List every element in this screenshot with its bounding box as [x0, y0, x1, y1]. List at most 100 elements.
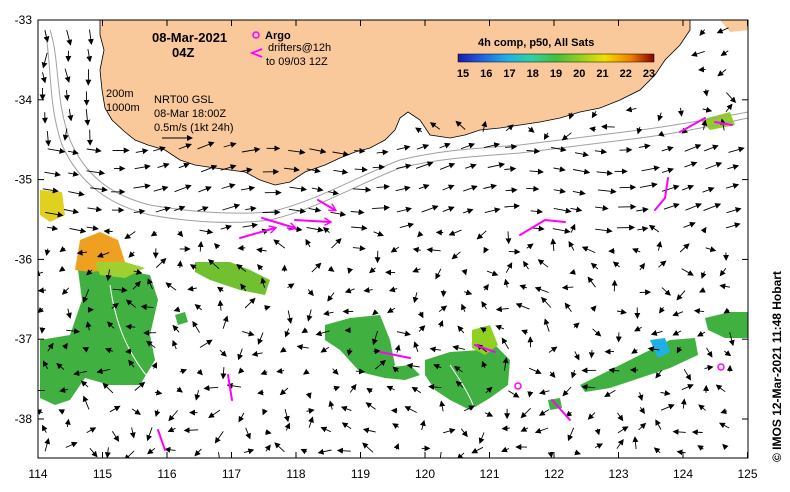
velocity-arrow — [597, 188, 617, 195]
velocity-arrow — [691, 50, 705, 57]
velocity-arrow — [553, 166, 566, 173]
velocity-arrow — [42, 187, 59, 194]
velocity-arrow — [429, 346, 441, 353]
contour-label-1000m: 1000m — [106, 102, 140, 114]
velocity-arrow — [528, 367, 542, 375]
velocity-arrow — [595, 205, 609, 211]
velocity-arrow — [415, 161, 434, 169]
velocity-arrow — [505, 262, 513, 273]
velocity-arrow — [471, 446, 484, 454]
velocity-arrow — [647, 346, 660, 353]
velocity-arrow — [672, 330, 682, 336]
velocity-arrow — [73, 370, 88, 376]
velocity-arrow — [214, 431, 224, 444]
velocity-arrow — [328, 400, 335, 410]
velocity-arrow — [461, 303, 467, 312]
velocity-arrow — [38, 306, 44, 314]
velocity-arrow — [256, 247, 267, 254]
argo-float-marker — [717, 363, 725, 371]
velocity-arrow — [658, 130, 665, 137]
velocity-arrow — [221, 183, 236, 189]
velocity-arrow — [482, 283, 489, 291]
velocity-arrow — [539, 389, 550, 395]
velocity-arrow — [306, 407, 315, 414]
velocity-arrow — [638, 422, 647, 431]
x-axis: 114 115 116 117 118 119 120 121 122 123 124 125 — [28, 20, 758, 481]
velocity-arrow — [520, 407, 532, 419]
velocity-arrow — [183, 427, 199, 434]
velocity-arrow — [706, 347, 713, 358]
sst-patch-centre — [425, 345, 510, 410]
velocity-arrow — [543, 318, 550, 332]
x-axis-tick-label: 118 — [286, 467, 305, 481]
velocity-arrow — [703, 203, 722, 212]
velocity-arrow — [698, 404, 706, 411]
velocity-arrow — [515, 303, 530, 310]
velocity-arrow — [86, 169, 106, 176]
velocity-arrow — [534, 427, 549, 434]
velocity-arrow — [192, 320, 200, 333]
velocity-arrow — [376, 149, 389, 156]
drifter-track — [714, 121, 733, 126]
velocity-arrow — [150, 230, 158, 237]
velocity-arrow — [300, 448, 308, 455]
velocity-arrow — [306, 309, 313, 322]
velocity-arrow — [155, 258, 167, 268]
velocity-arrow — [720, 408, 728, 414]
velocity-arrow — [581, 384, 595, 391]
velocity-arrow — [568, 112, 575, 120]
velocity-arrow — [439, 142, 451, 149]
velocity-arrow — [439, 400, 446, 412]
velocity-arrow — [154, 389, 163, 396]
velocity-arrow — [176, 386, 183, 393]
contour-label-200m: 200m — [106, 88, 134, 100]
velocity-arrow — [208, 409, 221, 419]
velocity-arrow — [439, 162, 456, 170]
argo-float-marker — [514, 382, 522, 390]
colorbar — [457, 53, 655, 63]
velocity-arrow — [223, 142, 237, 148]
velocity-arrow — [154, 409, 161, 417]
sst-patch-small-1 — [175, 312, 188, 325]
velocity-arrow — [287, 283, 295, 290]
velocity-arrow — [691, 429, 703, 436]
velocity-arrow — [416, 144, 430, 150]
velocity-arrow — [681, 184, 695, 191]
velocity-arrow — [396, 206, 412, 213]
velocity-arrow — [448, 229, 462, 236]
velocity-arrow — [457, 325, 465, 334]
velocity-arrow — [406, 362, 420, 369]
velocity-arrow — [634, 325, 642, 332]
velocity-arrow — [173, 306, 181, 313]
velocity-arrow — [483, 246, 490, 254]
velocity-arrow — [330, 210, 347, 217]
drifter-track — [317, 199, 335, 210]
velocity-arrow — [608, 367, 620, 374]
velocity-arrow — [372, 330, 379, 346]
velocity-arrow — [519, 284, 528, 291]
velocity-arrow — [396, 330, 411, 337]
velocity-arrow — [102, 382, 114, 394]
velocity-arrow — [679, 243, 690, 253]
velocity-arrow — [362, 442, 374, 453]
x-axis-tick-label: 114 — [28, 467, 47, 481]
velocity-arrow — [504, 203, 520, 210]
velocity-arrow — [573, 168, 591, 175]
velocity-arrow — [661, 184, 680, 192]
velocity-arrow — [481, 360, 488, 369]
velocity-arrow — [172, 339, 178, 350]
velocity-arrow — [301, 327, 309, 334]
velocity-arrow — [681, 268, 694, 276]
velocity-arrow — [68, 170, 80, 177]
drifter-legend-icon — [249, 48, 263, 58]
velocity-arrow — [86, 147, 102, 154]
velocity-arrow — [140, 303, 154, 310]
velocity-arrow — [86, 427, 97, 433]
velocity-arrow — [632, 248, 641, 254]
velocity-arrow — [238, 367, 245, 374]
velocity-arrow — [38, 287, 47, 294]
velocity-arrow — [265, 429, 272, 435]
velocity-arrow — [124, 450, 135, 458]
velocity-arrow — [547, 451, 554, 458]
velocity-arrow — [564, 302, 572, 313]
